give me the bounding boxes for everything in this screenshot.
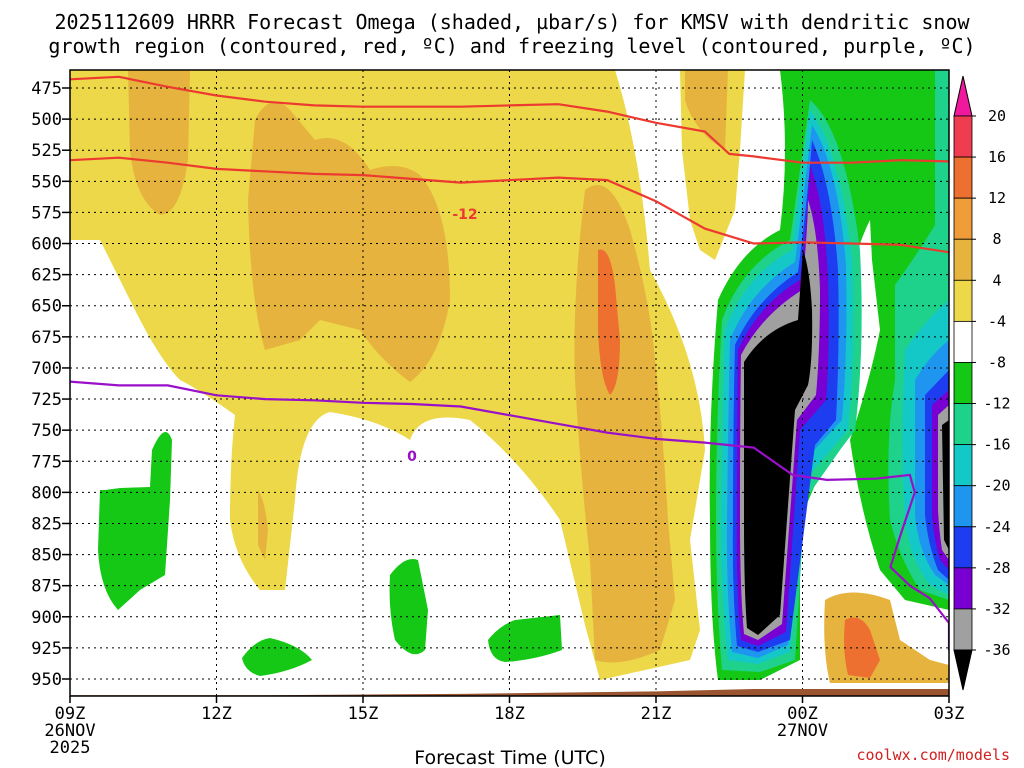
colorbar-label-1: 16	[988, 148, 1006, 166]
y-tick-label-500: 500	[31, 110, 62, 130]
y-tick-label-800: 800	[31, 483, 62, 503]
colorbar-swatch-9	[953, 485, 973, 528]
omega-region-8to12-a	[128, 70, 190, 215]
y-tick-label-875: 875	[31, 577, 62, 597]
colorbar-swatch-12	[953, 608, 973, 651]
omega-region-8to12-d	[685, 70, 728, 150]
omega-region-4to8-main	[70, 70, 705, 680]
y-tick-label-925: 925	[31, 639, 62, 659]
x-tick-label-18Z: 18Z	[494, 704, 525, 724]
x-tick-label-12Z: 12Z	[201, 704, 232, 724]
freezing-contour-label: 0	[407, 449, 417, 465]
x-tick-date-00Z: 27NOV	[777, 721, 828, 741]
y-tick-label-600: 600	[31, 235, 62, 255]
colorbar-label-8: -16	[983, 436, 1010, 454]
y-axis: 475 500 525 550 575 600 625 650 675 700 725 750 775 8…	[31, 79, 70, 690]
omega-region-12to16-a	[598, 249, 620, 395]
y-tick-label-900: 900	[31, 608, 62, 628]
omega-region-neg24to28-plume	[736, 165, 949, 646]
freezing-label-bg	[405, 447, 419, 463]
y-tick-label-700: 700	[31, 359, 62, 379]
y-tick-label-750: 750	[31, 421, 62, 441]
plot-area: -12 0	[70, 70, 949, 696]
colorbar-swatch-8	[953, 444, 973, 487]
colorbar-label-4: 4	[992, 271, 1001, 289]
colorbar-swatch-5	[953, 320, 973, 363]
y-tick-label-575: 575	[31, 203, 62, 223]
ground-terrain	[70, 689, 949, 696]
colorbar-swatch-6	[953, 362, 973, 404]
freezing-level-contour	[70, 380, 949, 651]
colorbar-label-2: 12	[988, 189, 1006, 207]
colorbar-label-9: -20	[983, 477, 1010, 495]
y-tick-label-950: 950	[31, 670, 62, 690]
colorbar-swatch-3	[953, 238, 973, 281]
colorbar-swatch-0	[953, 115, 973, 158]
colorbar-label-10: -24	[983, 518, 1010, 536]
y-tick-label-850: 850	[31, 546, 62, 566]
footer-credit: coolwx.com/models	[856, 746, 1010, 764]
colorbar-label-12: -32	[983, 600, 1010, 618]
colorbar-swatch-4	[953, 279, 973, 322]
y-tick-label-725: 725	[31, 390, 62, 410]
x-tick-date-09Z: 26NOV	[44, 721, 95, 741]
x-tick-label-03Z: 03Z	[934, 704, 965, 724]
colorbar-label-0: 20	[988, 107, 1006, 125]
colorbar-bottom-arrow	[953, 649, 973, 691]
omega-region-8to12-e	[258, 490, 268, 560]
colorbar-swatch-1	[953, 156, 973, 199]
colorbar-label-11: -28	[983, 559, 1010, 577]
colorbar-swatch-10	[953, 526, 973, 569]
y-tick-label-825: 825	[31, 514, 62, 534]
colorbar-top-arrow	[953, 75, 973, 117]
y-tick-label-625: 625	[31, 266, 62, 286]
colorbar-label-3: 8	[992, 230, 1001, 248]
colorbar-label-13: -36	[983, 641, 1010, 659]
omega-region-neg4-b	[242, 638, 312, 676]
chart-title-line2: growth region (contoured, red, ºC) and f…	[48, 34, 975, 58]
x-tick-label-00Z: 00Z	[787, 704, 818, 724]
omega-region-neg4-a	[98, 432, 172, 610]
x-tick-year-09Z: 2025	[50, 738, 91, 758]
y-tick-label-650: 650	[31, 297, 62, 317]
colorbar-swatch-2	[953, 197, 973, 240]
omega-shading	[70, 70, 949, 683]
omega-region-neg4-d	[488, 615, 562, 662]
y-tick-label-550: 550	[31, 172, 62, 192]
colorbar-label-6: -8	[988, 353, 1006, 371]
dgz-contour-label: -12	[452, 207, 477, 223]
grid-lines	[70, 70, 949, 696]
colorbar-label-7: -12	[983, 395, 1010, 413]
colorbar-label-5: -4	[988, 312, 1006, 330]
dgz-label-bg	[452, 205, 478, 221]
y-tick-label-525: 525	[31, 141, 62, 161]
y-tick-label-775: 775	[31, 452, 62, 472]
dgz-contour-upper	[70, 75, 949, 164]
omega-region-neg28to32-plume	[740, 200, 949, 640]
omega-region-neg4-c	[389, 559, 428, 655]
dgz-contour-lower	[70, 156, 949, 254]
colorbar-swatch-11	[953, 567, 973, 610]
omega-region-neg32to36-plume	[744, 250, 949, 635]
x-axis-label: Forecast Time (UTC)	[414, 747, 605, 768]
chart-title-line1: 2025112609 HRRR Forecast Omega (shaded, …	[54, 10, 970, 34]
y-tick-label-475: 475	[31, 79, 62, 99]
x-tick-label-15Z: 15Z	[348, 704, 379, 724]
x-tick-label-21Z: 21Z	[641, 704, 672, 724]
x-tick-label-09Z: 09Z	[55, 704, 86, 724]
colorbar-swatch-7	[953, 403, 973, 446]
y-tick-label-675: 675	[31, 328, 62, 348]
colorbar: 20 16 12 8 4 -4 -8 -12 -16 -20 -24 -28 -32 -36	[953, 75, 1011, 691]
